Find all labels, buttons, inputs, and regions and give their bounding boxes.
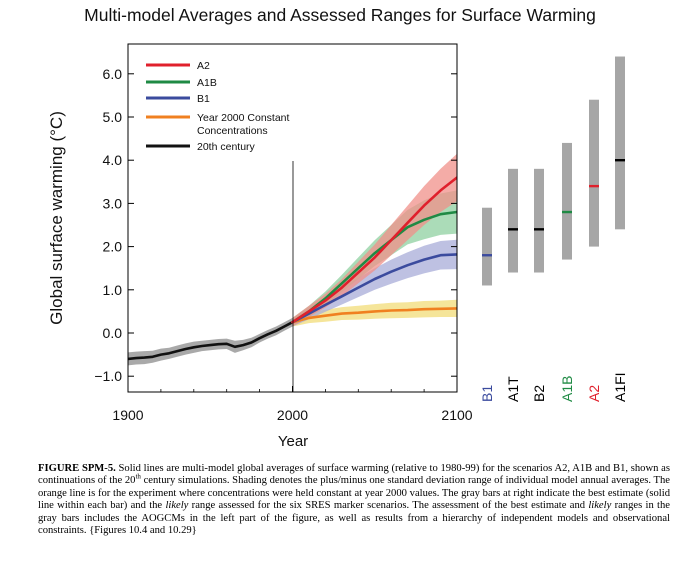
line-year-2000-constant-concentrations	[291, 307, 457, 324]
range-bar-label-a1t: A1T	[505, 376, 521, 402]
caption-part4: ranges in the gray bars includes the AOG…	[38, 500, 670, 537]
caption-sup: th	[135, 472, 141, 481]
caption-part1: Solid lines are multi-model global avera…	[38, 463, 670, 487]
range-bar-label-a1fi: A1FI	[612, 372, 628, 402]
figure-caption: FIGURE SPM-5. Solid lines are multi-mode…	[38, 463, 670, 537]
range-bar-label-b2: B2	[531, 385, 547, 402]
y-axis-label: Global surface warming (°C)	[47, 111, 66, 325]
x-axis-label: Year	[278, 433, 308, 450]
line-20th-century	[128, 320, 294, 361]
y-tick-label: 0.0	[103, 325, 123, 341]
legend-label-20th-century: 20th century	[197, 141, 256, 153]
x-tick-label: 2000	[277, 407, 308, 423]
line-b1	[291, 253, 457, 324]
y-tick-label: −1.0	[94, 368, 122, 384]
x-tick-label: 1900	[112, 407, 143, 423]
y-tick-label: 4.0	[103, 152, 123, 168]
band-20th-century	[128, 317, 293, 366]
range-bar-label-b1: B1	[479, 385, 495, 402]
caption-italic-likely-2: likely	[588, 500, 612, 512]
caption-italic-likely-1: likely	[165, 500, 189, 512]
caption-lead: FIGURE SPM-5.	[38, 463, 116, 474]
warming-figure: Multi-model Averages and Assessed Ranges…	[47, 5, 628, 450]
y-tick-label: 2.0	[103, 239, 123, 255]
range-bar-b1	[482, 207, 492, 286]
x-tick-label: 2100	[441, 407, 472, 423]
axes: −1.0 0.0 1.0 2.0 3.0 4.0 5.0 6.0 1900 2000 2100	[94, 66, 472, 423]
y-tick-label: 1.0	[103, 282, 123, 298]
series-lines	[128, 176, 457, 361]
band-a2	[292, 153, 457, 327]
range-bar-a2	[589, 99, 599, 247]
range-bar-b2	[534, 168, 544, 273]
legend-label-a2: A2	[197, 60, 210, 72]
caption-part3: range assessed for the six SRES marker s…	[188, 500, 589, 512]
y-tick-label: 3.0	[103, 195, 123, 211]
range-bar-label-a2: A2	[586, 385, 602, 402]
range-bar-a1t	[508, 168, 518, 273]
range-bar-label-a1b: A1B	[559, 376, 575, 402]
range-bar-a1fi	[615, 56, 625, 230]
legend-label-a1b: A1B	[197, 77, 217, 89]
legend-label-year-2000-constant-concentrations: Year 2000 Constant Concentrations	[197, 112, 290, 137]
range-bar-a1b	[562, 142, 572, 260]
chart-title: Multi-model Averages and Assessed Ranges…	[84, 5, 596, 25]
legend-label-b1: B1	[197, 93, 210, 105]
legend: A2 A1B B1 Year 2000 Constant Concentrations 2…	[146, 60, 290, 153]
caption-part2: century simulations. Shading denotes the…	[38, 475, 670, 512]
band-year-2000-constant-concentrations	[292, 299, 457, 327]
y-tick-label: 5.0	[103, 109, 123, 125]
line-a2	[291, 176, 457, 324]
uncertainty-bands	[128, 153, 457, 366]
scenario-range-bars: B1 A1T B2 A1B A2 A1FI	[479, 56, 628, 402]
y-tick-label: 6.0	[103, 66, 123, 82]
